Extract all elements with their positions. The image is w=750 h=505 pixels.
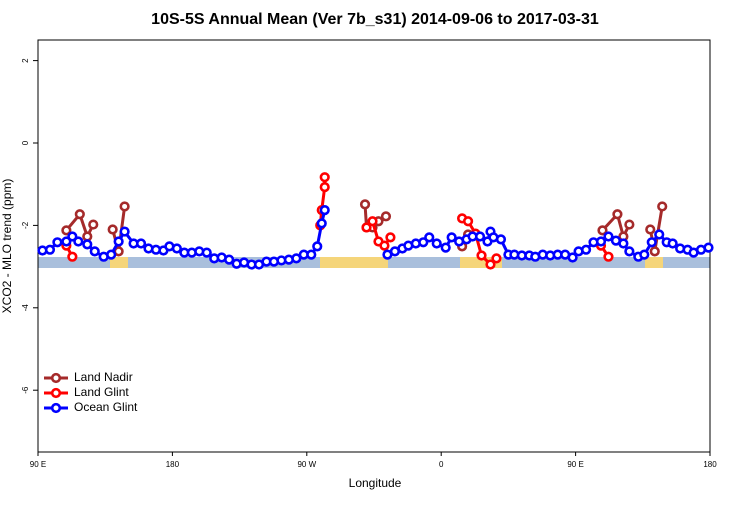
data-point	[306, 249, 317, 260]
x-tick-label: 180	[703, 460, 717, 469]
data-point	[73, 236, 84, 247]
data-point	[119, 226, 130, 237]
data-point	[431, 238, 442, 249]
data-point	[491, 253, 502, 264]
data-point	[312, 241, 323, 252]
chart-title: 10S-5S Annual Mean (Ver 7b_s31) 2014-09-…	[151, 11, 599, 28]
legend-marker	[50, 387, 62, 399]
data-point	[367, 216, 378, 227]
x-tick-label: 180	[166, 460, 180, 469]
data-point	[462, 216, 474, 227]
data-point	[82, 231, 93, 242]
data-point	[106, 249, 117, 260]
data-point	[89, 246, 100, 257]
data-point	[624, 246, 635, 257]
data-point	[319, 181, 330, 193]
land-strip	[645, 257, 663, 268]
data-point	[319, 205, 330, 216]
data-point	[316, 218, 327, 229]
data-point	[52, 237, 63, 248]
data-point	[424, 232, 435, 243]
data-point	[379, 240, 390, 251]
data-point	[646, 237, 657, 248]
land-strip	[110, 257, 128, 268]
data-point	[612, 209, 623, 220]
land-strip	[460, 257, 502, 268]
data-point	[361, 222, 372, 233]
data-point	[107, 224, 118, 235]
x-tick-label: 0	[439, 460, 444, 469]
data-point	[61, 225, 72, 236]
y-tick-label: 2	[21, 58, 30, 63]
data-point	[385, 232, 396, 243]
y-tick-label: -4	[21, 304, 30, 312]
data-point	[380, 211, 392, 222]
x-tick-label: 90 E	[567, 460, 583, 469]
data-point	[654, 229, 665, 240]
data-point	[703, 242, 714, 253]
data-point	[495, 234, 507, 245]
legend-label: Ocean Glint	[74, 400, 138, 414]
data-point	[618, 238, 629, 249]
data-point	[649, 246, 660, 257]
x-axis-label: Longitude	[349, 476, 402, 490]
series-line	[601, 211, 631, 241]
data-point	[440, 242, 451, 253]
data-point	[485, 259, 496, 270]
data-point	[667, 238, 678, 249]
legend-label: Land Glint	[74, 385, 129, 399]
data-point	[171, 243, 182, 254]
data-point	[645, 224, 656, 235]
data-point	[595, 236, 607, 247]
data-point	[603, 231, 614, 242]
legend-marker	[50, 372, 62, 384]
data-point	[657, 201, 668, 212]
legend-marker	[50, 402, 62, 414]
data-point	[567, 252, 578, 263]
data-point	[359, 199, 371, 210]
series-line	[65, 211, 95, 241]
data-point	[82, 239, 93, 250]
land-strip	[320, 257, 388, 268]
data-point	[319, 172, 330, 183]
data-point	[201, 247, 212, 258]
data-point	[476, 250, 487, 261]
data-point	[474, 231, 486, 242]
data-point	[639, 249, 650, 260]
data-point	[291, 253, 302, 264]
y-tick-label: -6	[21, 386, 30, 394]
data-point	[446, 232, 457, 243]
data-point	[624, 219, 635, 230]
x-tick-label: 90 E	[30, 460, 46, 469]
data-point	[603, 251, 614, 262]
y-axis-label: XCO2 - MLO trend (ppm)	[0, 179, 14, 314]
data-point	[113, 236, 124, 247]
data-point	[135, 238, 147, 249]
data-point	[597, 225, 608, 236]
data-point	[224, 254, 235, 265]
data-point	[88, 219, 99, 230]
data-point	[44, 244, 56, 255]
surface-strip	[38, 257, 710, 268]
y-tick-label: -2	[21, 221, 30, 229]
data-point	[119, 201, 130, 212]
legend-label: Land Nadir	[74, 370, 133, 384]
data-point	[67, 251, 78, 262]
y-tick-label: 0	[21, 140, 30, 145]
data-point	[74, 209, 85, 220]
data-point	[580, 244, 592, 255]
x-tick-label: 90 W	[297, 460, 316, 469]
